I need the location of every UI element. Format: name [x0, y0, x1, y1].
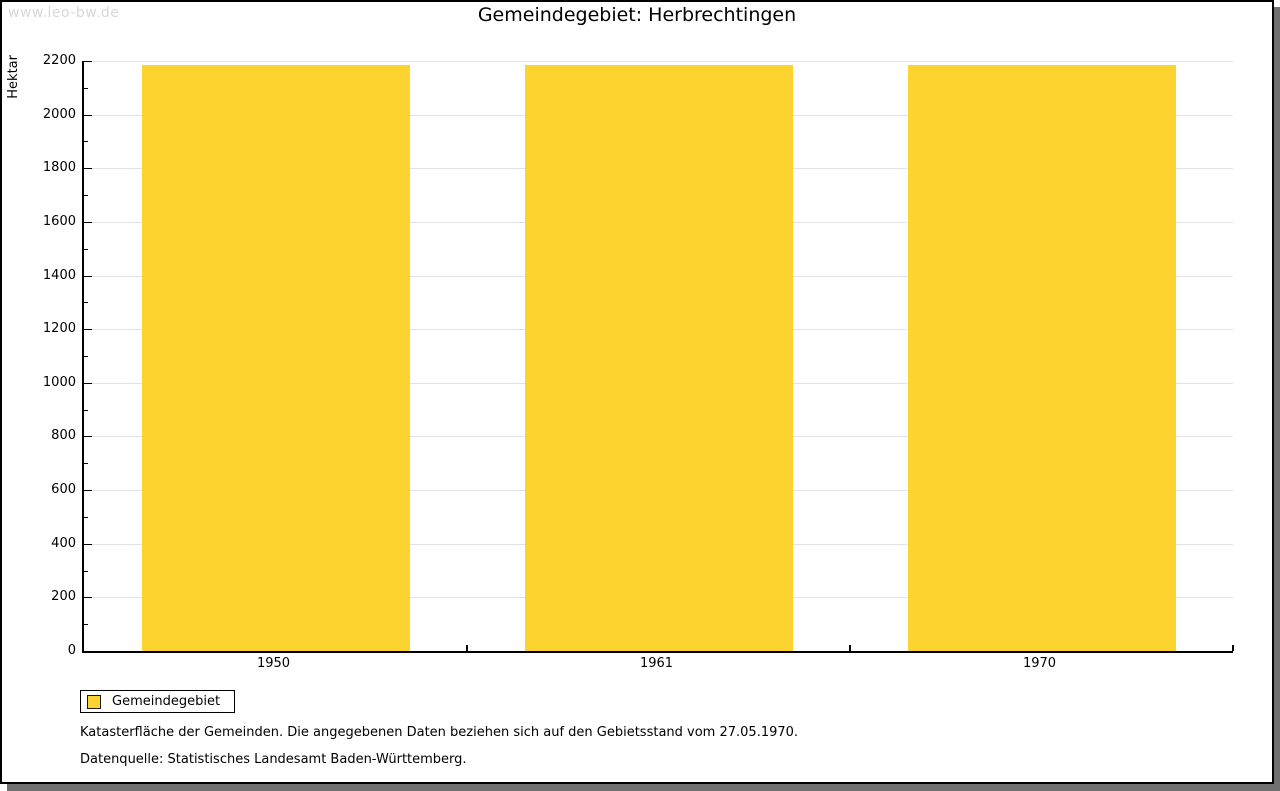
y-axis-tick-labels: 0 200 400 600 800 1000 1200 1400 1600 1800 2000 220…	[2, 2, 76, 662]
y-tick-label-1400: 1400	[42, 267, 76, 283]
plot-area	[82, 61, 1234, 653]
footnote-source-note: Katasterfläche der Gemeinden. Die angege…	[80, 725, 799, 740]
y-tick-label-400: 400	[51, 535, 76, 551]
y-major-tick-1800	[84, 168, 92, 170]
y-major-tick-400	[84, 543, 92, 545]
y-major-tick-2000	[84, 114, 92, 116]
y-minor-tick-300	[84, 570, 88, 572]
gridline-2200	[84, 61, 1233, 62]
chart-title: Gemeindegebiet: Herbrechtingen	[477, 4, 797, 26]
y-tick-label-200: 200	[51, 589, 76, 605]
bar-1950	[141, 64, 410, 651]
y-tick-label-800: 800	[51, 428, 76, 444]
y-major-tick-600	[84, 490, 92, 492]
y-minor-tick-500	[84, 516, 88, 518]
bar-1970	[907, 64, 1176, 651]
y-tick-label-1200: 1200	[42, 321, 76, 337]
footnote-data-source: Datenquelle: Statistisches Landesamt Bad…	[80, 752, 467, 767]
y-minor-tick-100	[84, 624, 88, 626]
legend: Gemeindegebiet	[80, 690, 236, 713]
y-minor-tick-2100	[84, 87, 88, 89]
y-tick-label-2000: 2000	[42, 106, 76, 122]
x-tick-label-1970: 1970	[1022, 656, 1057, 671]
y-tick-label-0: 0	[67, 643, 76, 658]
y-minor-tick-1900	[84, 141, 88, 143]
y-major-tick-1400	[84, 275, 92, 277]
y-tick-label-1000: 1000	[42, 374, 76, 390]
y-minor-tick-900	[84, 409, 88, 411]
x-boundary-tick-2	[849, 645, 851, 651]
y-minor-tick-1100	[84, 356, 88, 357]
y-major-tick-800	[84, 436, 92, 438]
y-major-tick-1000	[84, 382, 92, 384]
x-tick-label-1961: 1961	[639, 656, 674, 671]
x-tick-label-1950: 1950	[256, 656, 291, 671]
y-major-tick-1600	[84, 221, 92, 223]
y-minor-tick-700	[84, 463, 88, 465]
y-minor-tick-1500	[84, 248, 88, 250]
y-tick-label-2200: 2200	[42, 53, 76, 68]
y-minor-tick-1300	[84, 302, 88, 304]
y-tick-label-1800: 1800	[42, 160, 76, 176]
y-major-tick-2200	[84, 61, 92, 62]
x-boundary-tick-1	[466, 645, 468, 651]
y-tick-label-1600: 1600	[42, 213, 76, 229]
y-major-tick-200	[84, 597, 92, 599]
legend-label: Gemeindegebiet	[112, 694, 221, 709]
legend-swatch	[87, 694, 101, 709]
y-minor-tick-1700	[84, 195, 88, 197]
x-boundary-tick-3	[1232, 645, 1234, 651]
y-major-tick-1200	[84, 329, 92, 331]
y-tick-label-600: 600	[51, 482, 76, 498]
bar-1961	[524, 64, 793, 651]
watermark: www.leo-bw.de	[8, 5, 120, 21]
